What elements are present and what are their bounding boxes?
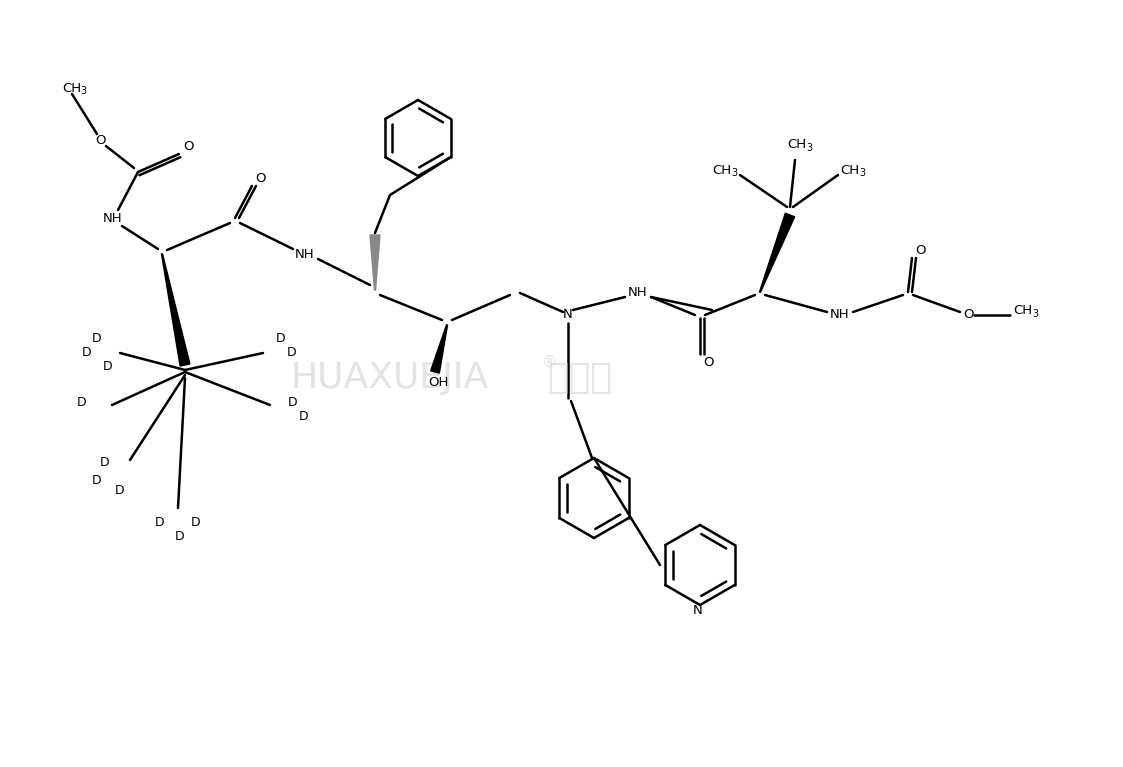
Text: NH: NH <box>830 308 850 321</box>
Text: D: D <box>116 483 125 496</box>
Text: O: O <box>95 133 107 146</box>
Text: 3: 3 <box>806 143 812 153</box>
Text: O: O <box>255 172 265 185</box>
Text: D: D <box>175 529 185 542</box>
Text: O: O <box>964 308 975 321</box>
Text: D: D <box>289 397 298 410</box>
Text: N: N <box>563 308 573 321</box>
Text: D: D <box>103 360 112 373</box>
Polygon shape <box>430 325 447 373</box>
Text: CH: CH <box>840 163 859 176</box>
Polygon shape <box>369 235 380 290</box>
Text: 3: 3 <box>80 86 86 96</box>
Text: CH: CH <box>62 81 81 94</box>
Text: N: N <box>693 604 703 617</box>
Text: CH: CH <box>787 139 806 152</box>
Text: D: D <box>77 397 86 410</box>
Text: D: D <box>92 473 102 486</box>
Text: CH: CH <box>712 163 731 176</box>
Text: NH: NH <box>103 212 122 225</box>
Text: D: D <box>276 331 286 344</box>
Text: D: D <box>287 347 296 360</box>
Text: D: D <box>155 516 165 529</box>
Text: D: D <box>191 516 201 529</box>
Text: D: D <box>299 410 309 423</box>
Text: NH: NH <box>628 285 648 298</box>
Text: O: O <box>703 357 713 370</box>
Polygon shape <box>162 254 190 366</box>
Text: ®: ® <box>542 354 558 370</box>
Text: D: D <box>100 456 110 469</box>
Text: O: O <box>183 140 193 153</box>
Text: 化学加: 化学加 <box>548 361 612 395</box>
Text: CH: CH <box>1013 304 1032 318</box>
Text: NH: NH <box>295 248 314 261</box>
Text: 3: 3 <box>1032 309 1038 319</box>
Polygon shape <box>759 213 795 292</box>
Text: D: D <box>82 347 92 360</box>
Text: HUAXUEJIA: HUAXUEJIA <box>291 361 490 395</box>
Text: OH: OH <box>428 377 448 390</box>
Text: 3: 3 <box>731 168 737 178</box>
Text: 3: 3 <box>859 168 865 178</box>
Text: D: D <box>92 331 102 344</box>
Text: O: O <box>915 243 925 256</box>
